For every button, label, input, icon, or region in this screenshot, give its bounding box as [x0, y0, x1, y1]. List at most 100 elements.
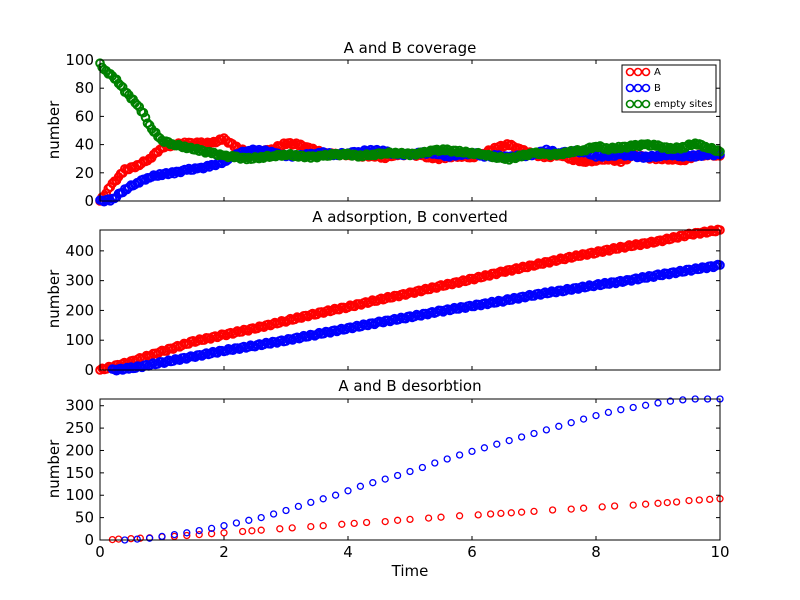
- legend-marker-empty-sites: [633, 99, 643, 109]
- point-a: [548, 506, 557, 514]
- point-empty-sites: [570, 146, 581, 157]
- point-b: [331, 491, 340, 499]
- point-b: [644, 152, 655, 163]
- coverage-legend: A B empty sites: [621, 64, 717, 113]
- y-tick-label: 0: [84, 361, 94, 379]
- point-empty-sites: [682, 141, 692, 151]
- point-b: [294, 502, 303, 511]
- point-empty-sites: [132, 100, 142, 110]
- y-tick-label: 400: [65, 242, 94, 260]
- point-a: [663, 498, 671, 507]
- time-xlabel: Time: [391, 562, 429, 580]
- desorption-marks: [108, 395, 724, 544]
- y-tick-label: 100: [65, 331, 94, 349]
- adsorption-frame: [99, 229, 721, 371]
- point-b: [319, 495, 327, 503]
- y-tick-label: 0: [84, 531, 94, 549]
- point-b: [604, 408, 613, 417]
- point-empty-sites: [306, 153, 316, 163]
- y-tick-label: 300: [65, 397, 94, 415]
- point-b: [344, 487, 352, 495]
- point-a: [276, 525, 284, 533]
- point-b: [307, 498, 315, 507]
- point-a: [238, 527, 247, 536]
- point-b: [592, 411, 600, 420]
- point-b: [679, 396, 687, 404]
- point-a: [598, 503, 606, 511]
- point-a: [610, 502, 619, 510]
- legend-marker-empty-sites: [625, 99, 635, 109]
- y-tick-label: 200: [65, 441, 94, 459]
- x-tick-label: 2: [219, 543, 229, 561]
- point-a: [207, 530, 216, 538]
- point-empty-sites: [157, 135, 167, 146]
- point-b: [245, 516, 253, 524]
- point-b: [145, 534, 154, 542]
- point-empty-sites: [669, 144, 680, 154]
- point-a: [455, 512, 464, 520]
- point-b: [124, 364, 134, 374]
- point-a: [486, 510, 495, 518]
- y-tick-label: 100: [65, 51, 94, 69]
- point-empty-sites: [417, 148, 428, 159]
- point-b: [195, 526, 203, 535]
- point-empty-sites: [551, 150, 562, 160]
- point-b: [480, 444, 489, 452]
- legend-marker-empty-sites: [641, 99, 651, 109]
- point-b: [555, 422, 563, 430]
- point-a: [695, 496, 703, 504]
- legend-marker-a: [633, 67, 643, 77]
- point-a: [350, 519, 358, 528]
- point-empty-sites: [277, 151, 287, 161]
- point-b: [654, 399, 662, 407]
- adsorption-ylabel: number: [45, 269, 63, 328]
- series-a: [95, 224, 725, 375]
- point-b: [183, 529, 191, 537]
- point-b: [505, 436, 513, 445]
- point-a: [497, 509, 505, 518]
- point-b: [530, 429, 538, 438]
- point-empty-sites: [227, 150, 238, 161]
- point-b: [369, 479, 377, 487]
- point-empty-sites: [655, 141, 665, 151]
- point-a: [654, 499, 662, 507]
- point-empty-sites: [291, 149, 302, 160]
- legend-marker-b: [625, 83, 635, 93]
- series-empty-sites: [95, 58, 725, 165]
- point-empty-sites: [403, 148, 413, 158]
- y-tick-label: 150: [65, 464, 94, 482]
- point-b: [356, 482, 365, 490]
- legend-marker-b: [641, 83, 651, 93]
- point-a: [517, 508, 526, 516]
- y-tick-label: 80: [75, 79, 94, 97]
- point-empty-sites: [467, 147, 477, 158]
- adsorption-panel: A adsorption, B converted number 0 100 200…: [45, 208, 725, 379]
- point-a: [706, 495, 714, 504]
- point-empty-sites: [138, 107, 149, 118]
- legend-marker-b: [633, 83, 643, 93]
- y-tick-label: 40: [75, 136, 94, 154]
- coverage-ticks: 0 20 40 60 80 100: [65, 51, 721, 210]
- legend-item-B: B: [625, 83, 661, 94]
- point-a: [195, 530, 203, 539]
- y-tick-label: 20: [75, 164, 94, 182]
- point-a: [183, 531, 191, 540]
- point-a: [424, 514, 433, 522]
- y-tick-label: 100: [65, 486, 94, 504]
- adsorption-marks: [95, 224, 725, 376]
- point-a: [220, 529, 228, 537]
- point-a: [248, 527, 256, 535]
- point-a: [437, 513, 445, 521]
- legend-label-A: A: [654, 67, 661, 78]
- point-a: [579, 504, 588, 512]
- point-b: [641, 401, 650, 409]
- point-empty-sites: [198, 146, 209, 156]
- point-empty-sites: [248, 154, 258, 164]
- x-tick-label: 6: [467, 543, 477, 561]
- coverage-panel: A and B coverage number 0 20 40 60 80 100 A B…: [45, 39, 725, 210]
- legend-marker-a: [625, 67, 635, 77]
- point-empty-sites: [353, 152, 364, 162]
- y-tick-label: 300: [65, 272, 94, 290]
- desorption-panel: A and B desorbtion number Time 0 2 4 6 8 1005…: [45, 377, 730, 580]
